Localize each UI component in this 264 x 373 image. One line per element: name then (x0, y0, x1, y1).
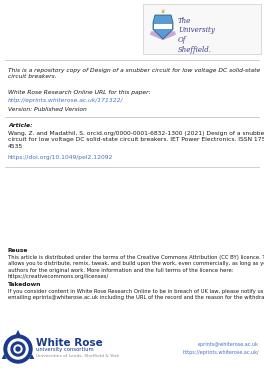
Circle shape (16, 347, 20, 351)
Polygon shape (153, 15, 173, 39)
Text: https://eprints.whiterose.ac.uk/: https://eprints.whiterose.ac.uk/ (182, 350, 259, 355)
Circle shape (4, 335, 32, 363)
Text: Wang, Z. and Madathil, S. orcid.org/0000-0001-6832-1300 (2021) Design of a snubb: Wang, Z. and Madathil, S. orcid.org/0000… (8, 131, 264, 149)
Circle shape (14, 345, 22, 353)
Text: university consortium: university consortium (36, 347, 94, 352)
Text: Takedown: Takedown (8, 282, 41, 287)
Text: https://doi.org/10.1049/pel2.12092: https://doi.org/10.1049/pel2.12092 (8, 155, 113, 160)
Circle shape (8, 339, 28, 359)
Text: White Rose Research Online URL for this paper:: White Rose Research Online URL for this … (8, 90, 151, 95)
Polygon shape (150, 31, 176, 40)
Text: Article:: Article: (8, 123, 32, 128)
Polygon shape (30, 354, 34, 359)
Polygon shape (2, 354, 7, 359)
Text: eprints@whiterose.ac.uk: eprints@whiterose.ac.uk (198, 342, 259, 347)
Text: The
University
Of
Sheffield.: The University Of Sheffield. (178, 17, 215, 53)
Text: This article is distributed under the terms of the Creative Commons Attribution : This article is distributed under the te… (8, 255, 264, 279)
Bar (143, 4, 261, 54)
Text: ♛: ♛ (161, 9, 165, 14)
Text: Reuse: Reuse (8, 248, 28, 253)
Text: White Rose: White Rose (36, 338, 103, 348)
Polygon shape (16, 330, 20, 335)
Text: This is a repository copy of Design of a snubber circuit for low voltage DC soli: This is a repository copy of Design of a… (8, 68, 260, 79)
Circle shape (11, 342, 25, 356)
Text: If you consider content in White Rose Research Online to be in breach of UK law,: If you consider content in White Rose Re… (8, 289, 264, 300)
Bar (154, 24, 172, 29)
Text: Version: Published Version: Version: Published Version (8, 107, 87, 112)
Text: http://eprints.whiterose.ac.uk/171322/: http://eprints.whiterose.ac.uk/171322/ (8, 98, 124, 103)
Text: Universities of Leeds, Sheffield & York: Universities of Leeds, Sheffield & York (36, 354, 119, 358)
